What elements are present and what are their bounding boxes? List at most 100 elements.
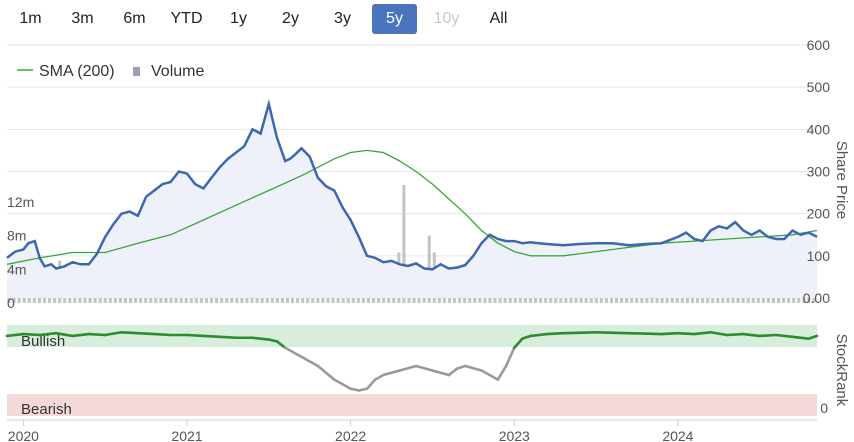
stockrank-segment <box>382 369 402 377</box>
volume-bar <box>792 294 796 303</box>
stockrank-segment <box>398 364 418 372</box>
volume-bar <box>685 294 689 303</box>
stockrank-segment <box>791 335 811 340</box>
stockrank-segment <box>202 334 222 339</box>
range-button-1m[interactable]: 1m <box>19 10 42 27</box>
stockrank-segment <box>71 332 91 338</box>
stockrank-segment <box>316 364 336 381</box>
volume-axis-ticks: 12m 8m 4m 0 <box>7 194 34 311</box>
volume-bar <box>17 294 21 303</box>
volume-bar <box>230 294 234 303</box>
volume-tick-label: 0 <box>7 295 15 311</box>
range-button-3m[interactable]: 3m <box>71 10 94 27</box>
volume-bar <box>721 294 725 303</box>
stockrank-segment <box>38 331 58 337</box>
range-button-ytd[interactable]: YTD <box>170 10 203 27</box>
volume-tick-label: 12m <box>7 194 34 210</box>
legend-sma-label: SMA (200) <box>39 63 115 80</box>
volume-tick-label: 8m <box>7 228 26 244</box>
stockrank-segment <box>275 340 287 350</box>
price-tick-label: 0.00 <box>803 290 830 306</box>
time-axis-tick-label: 2022 <box>335 428 366 442</box>
volume-bar <box>296 294 300 303</box>
stockrank-segment <box>283 346 303 359</box>
legend: SMA (200) Volume <box>17 63 204 80</box>
bullish-label: Bullish <box>21 333 65 350</box>
stockrank-segment <box>22 332 42 337</box>
time-axis-tick-label: 2020 <box>8 428 39 442</box>
volume-bar <box>665 294 669 303</box>
range-button-3y[interactable]: 3y <box>334 10 351 27</box>
stockrank-segment <box>504 346 516 368</box>
stockrank-segment <box>545 331 565 336</box>
price-tick-label: 600 <box>807 37 831 53</box>
stockrank-segment <box>807 334 819 340</box>
volume-bar <box>270 294 274 303</box>
stockrank-segment <box>136 331 156 336</box>
volume-bar <box>7 294 11 303</box>
stockrank-segment <box>627 331 663 336</box>
volume-bar <box>149 294 153 303</box>
bearish-band <box>7 394 817 416</box>
stockrank-segment <box>349 387 361 392</box>
stockrank-segment <box>5 332 25 338</box>
stockrank-segment <box>529 332 549 338</box>
range-button-6m[interactable]: 6m <box>123 10 146 27</box>
volume-bar <box>402 185 406 303</box>
stockrank-segment <box>660 331 680 336</box>
volume-bar <box>134 294 138 303</box>
volume-bar <box>468 294 472 303</box>
share-price-area <box>7 104 817 298</box>
sma-200-line <box>6 149 818 265</box>
stockrank-segment <box>300 355 320 368</box>
volume-bar <box>73 294 77 303</box>
stockrank-segment <box>447 367 459 377</box>
range-button-5y[interactable]: 5y <box>372 4 417 34</box>
volume-bar <box>777 294 781 303</box>
stockrank-segment <box>512 337 524 350</box>
price-tick-label: 200 <box>807 206 831 222</box>
stockrank-segment <box>120 330 140 335</box>
stockrank-segment <box>709 330 729 337</box>
volume-bar <box>42 294 46 303</box>
volume-bar <box>108 294 112 303</box>
stockrank-axis-label: StockRank <box>833 334 850 407</box>
price-tick-label: 300 <box>807 164 831 180</box>
share-price-line <box>6 99 818 271</box>
price-tick-label: 400 <box>807 121 831 137</box>
stockrank-segment <box>455 364 467 370</box>
time-axis: 2020 2021 2022 2023 2024 <box>7 419 817 442</box>
stockrank-segment <box>480 369 500 381</box>
volume-bar <box>488 294 492 303</box>
price-axis-ticks: 600 500 400 300 200 100 0.00 <box>803 37 830 306</box>
range-button-2y[interactable]: 2y <box>282 10 299 27</box>
volume-bar <box>377 294 381 303</box>
stockrank-segment <box>431 369 451 377</box>
stockrank-segment <box>152 332 172 337</box>
range-button-all[interactable]: All <box>489 10 508 27</box>
stockrank-segment <box>54 331 74 338</box>
bearish-label: Bearish <box>21 401 72 418</box>
price-tick-label: 500 <box>807 79 831 95</box>
volume-bar <box>701 294 705 303</box>
stockrank-segment <box>496 364 508 381</box>
stockrank-segment <box>692 330 712 336</box>
stockrank-segment <box>332 378 352 391</box>
volume-bar <box>164 294 168 303</box>
stockrank-segment <box>725 332 745 337</box>
stockrank-segment <box>185 333 205 338</box>
volume-legend-swatch <box>133 67 140 76</box>
stockrank-segment <box>742 332 762 338</box>
stockrank-segment <box>357 387 369 392</box>
volume-bar <box>584 294 588 303</box>
volume-bar <box>453 294 457 303</box>
stockrank-segment <box>562 330 598 335</box>
time-axis-tick-label: 2021 <box>171 428 202 442</box>
bullish-band <box>7 325 817 347</box>
volume-bar <box>746 294 750 303</box>
time-axis-tick-label: 2023 <box>499 428 530 442</box>
range-button-1y[interactable]: 1y <box>230 10 247 27</box>
volume-bar <box>311 294 315 303</box>
price-axis-label: Share Price <box>833 141 850 219</box>
volume-bar <box>204 294 208 303</box>
